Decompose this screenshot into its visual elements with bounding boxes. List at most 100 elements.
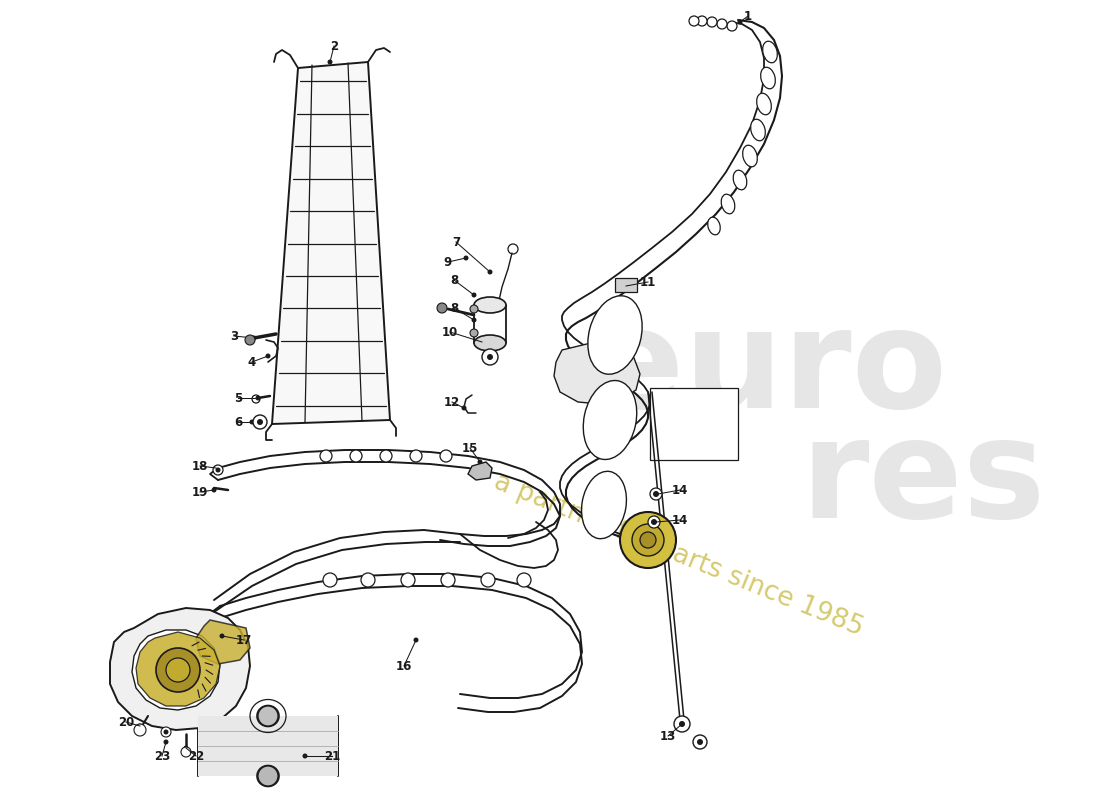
Text: 8: 8 bbox=[450, 274, 458, 286]
Ellipse shape bbox=[734, 170, 747, 190]
Text: 11: 11 bbox=[640, 275, 656, 289]
Ellipse shape bbox=[474, 297, 506, 313]
Text: 10: 10 bbox=[442, 326, 458, 338]
Ellipse shape bbox=[582, 471, 627, 538]
Circle shape bbox=[481, 573, 495, 587]
Circle shape bbox=[361, 573, 375, 587]
Circle shape bbox=[184, 746, 188, 750]
Circle shape bbox=[323, 573, 337, 587]
Circle shape bbox=[470, 329, 478, 337]
Text: 9: 9 bbox=[444, 255, 452, 269]
Circle shape bbox=[737, 19, 742, 25]
Circle shape bbox=[437, 303, 447, 313]
Circle shape bbox=[624, 283, 628, 289]
Text: 4: 4 bbox=[248, 355, 256, 369]
Text: 21: 21 bbox=[323, 750, 340, 762]
Circle shape bbox=[640, 532, 656, 548]
Circle shape bbox=[402, 573, 415, 587]
Circle shape bbox=[697, 739, 703, 745]
Circle shape bbox=[697, 16, 707, 26]
Text: 19: 19 bbox=[191, 486, 208, 498]
Circle shape bbox=[328, 59, 332, 65]
Circle shape bbox=[156, 648, 200, 692]
Circle shape bbox=[320, 450, 332, 462]
Circle shape bbox=[707, 17, 717, 27]
Circle shape bbox=[440, 450, 452, 462]
Ellipse shape bbox=[761, 67, 776, 89]
Text: 17: 17 bbox=[235, 634, 252, 646]
Circle shape bbox=[679, 721, 685, 727]
Circle shape bbox=[164, 739, 168, 745]
Ellipse shape bbox=[257, 706, 279, 726]
Circle shape bbox=[653, 491, 659, 497]
Text: 1: 1 bbox=[744, 10, 752, 22]
Ellipse shape bbox=[707, 217, 721, 235]
Circle shape bbox=[480, 339, 484, 345]
Polygon shape bbox=[272, 62, 390, 424]
Text: 3: 3 bbox=[230, 330, 238, 342]
Text: 14: 14 bbox=[672, 483, 689, 497]
Circle shape bbox=[656, 491, 660, 497]
Circle shape bbox=[517, 573, 531, 587]
Circle shape bbox=[410, 450, 422, 462]
Circle shape bbox=[302, 754, 308, 758]
Circle shape bbox=[477, 459, 483, 465]
Circle shape bbox=[138, 723, 143, 729]
Ellipse shape bbox=[750, 119, 766, 141]
Circle shape bbox=[472, 293, 476, 298]
Circle shape bbox=[482, 349, 498, 365]
Text: euro: euro bbox=[590, 302, 947, 438]
Circle shape bbox=[441, 573, 455, 587]
Circle shape bbox=[250, 419, 254, 425]
Bar bbox=[650, 388, 738, 460]
Circle shape bbox=[693, 735, 707, 749]
Ellipse shape bbox=[257, 766, 279, 786]
Text: 18: 18 bbox=[191, 459, 208, 473]
Circle shape bbox=[651, 519, 657, 525]
Polygon shape bbox=[468, 462, 492, 480]
Text: 22: 22 bbox=[188, 750, 205, 762]
Circle shape bbox=[717, 19, 727, 29]
Polygon shape bbox=[132, 630, 220, 710]
Circle shape bbox=[689, 16, 698, 26]
Circle shape bbox=[211, 487, 217, 493]
Circle shape bbox=[258, 706, 278, 726]
Circle shape bbox=[161, 727, 170, 737]
Circle shape bbox=[258, 766, 278, 786]
Polygon shape bbox=[110, 608, 250, 730]
Circle shape bbox=[213, 466, 219, 470]
Bar bbox=[615, 278, 637, 292]
Ellipse shape bbox=[742, 146, 757, 166]
Text: a partner for parts since 1985: a partner for parts since 1985 bbox=[490, 469, 867, 642]
Text: 14: 14 bbox=[672, 514, 689, 526]
Ellipse shape bbox=[587, 296, 642, 374]
Polygon shape bbox=[136, 632, 220, 706]
Text: 7: 7 bbox=[452, 235, 460, 249]
Text: 6: 6 bbox=[234, 415, 242, 429]
Circle shape bbox=[650, 488, 662, 500]
Circle shape bbox=[472, 318, 476, 322]
Circle shape bbox=[255, 395, 261, 401]
Circle shape bbox=[653, 519, 659, 525]
Circle shape bbox=[727, 21, 737, 31]
Ellipse shape bbox=[722, 194, 735, 214]
Circle shape bbox=[674, 716, 690, 732]
Text: 12: 12 bbox=[444, 395, 460, 409]
Ellipse shape bbox=[583, 381, 637, 459]
Circle shape bbox=[350, 450, 362, 462]
Circle shape bbox=[213, 465, 223, 475]
Polygon shape bbox=[196, 620, 250, 664]
Text: 2: 2 bbox=[330, 39, 338, 53]
Text: 13: 13 bbox=[660, 730, 676, 742]
Circle shape bbox=[620, 512, 676, 568]
Circle shape bbox=[257, 419, 263, 425]
Text: 5: 5 bbox=[234, 391, 242, 405]
Circle shape bbox=[487, 354, 493, 360]
Circle shape bbox=[632, 524, 664, 556]
Ellipse shape bbox=[757, 94, 771, 114]
Circle shape bbox=[245, 335, 255, 345]
Circle shape bbox=[265, 354, 271, 358]
Circle shape bbox=[414, 638, 418, 642]
Circle shape bbox=[252, 335, 256, 341]
Text: res: res bbox=[800, 413, 1045, 547]
